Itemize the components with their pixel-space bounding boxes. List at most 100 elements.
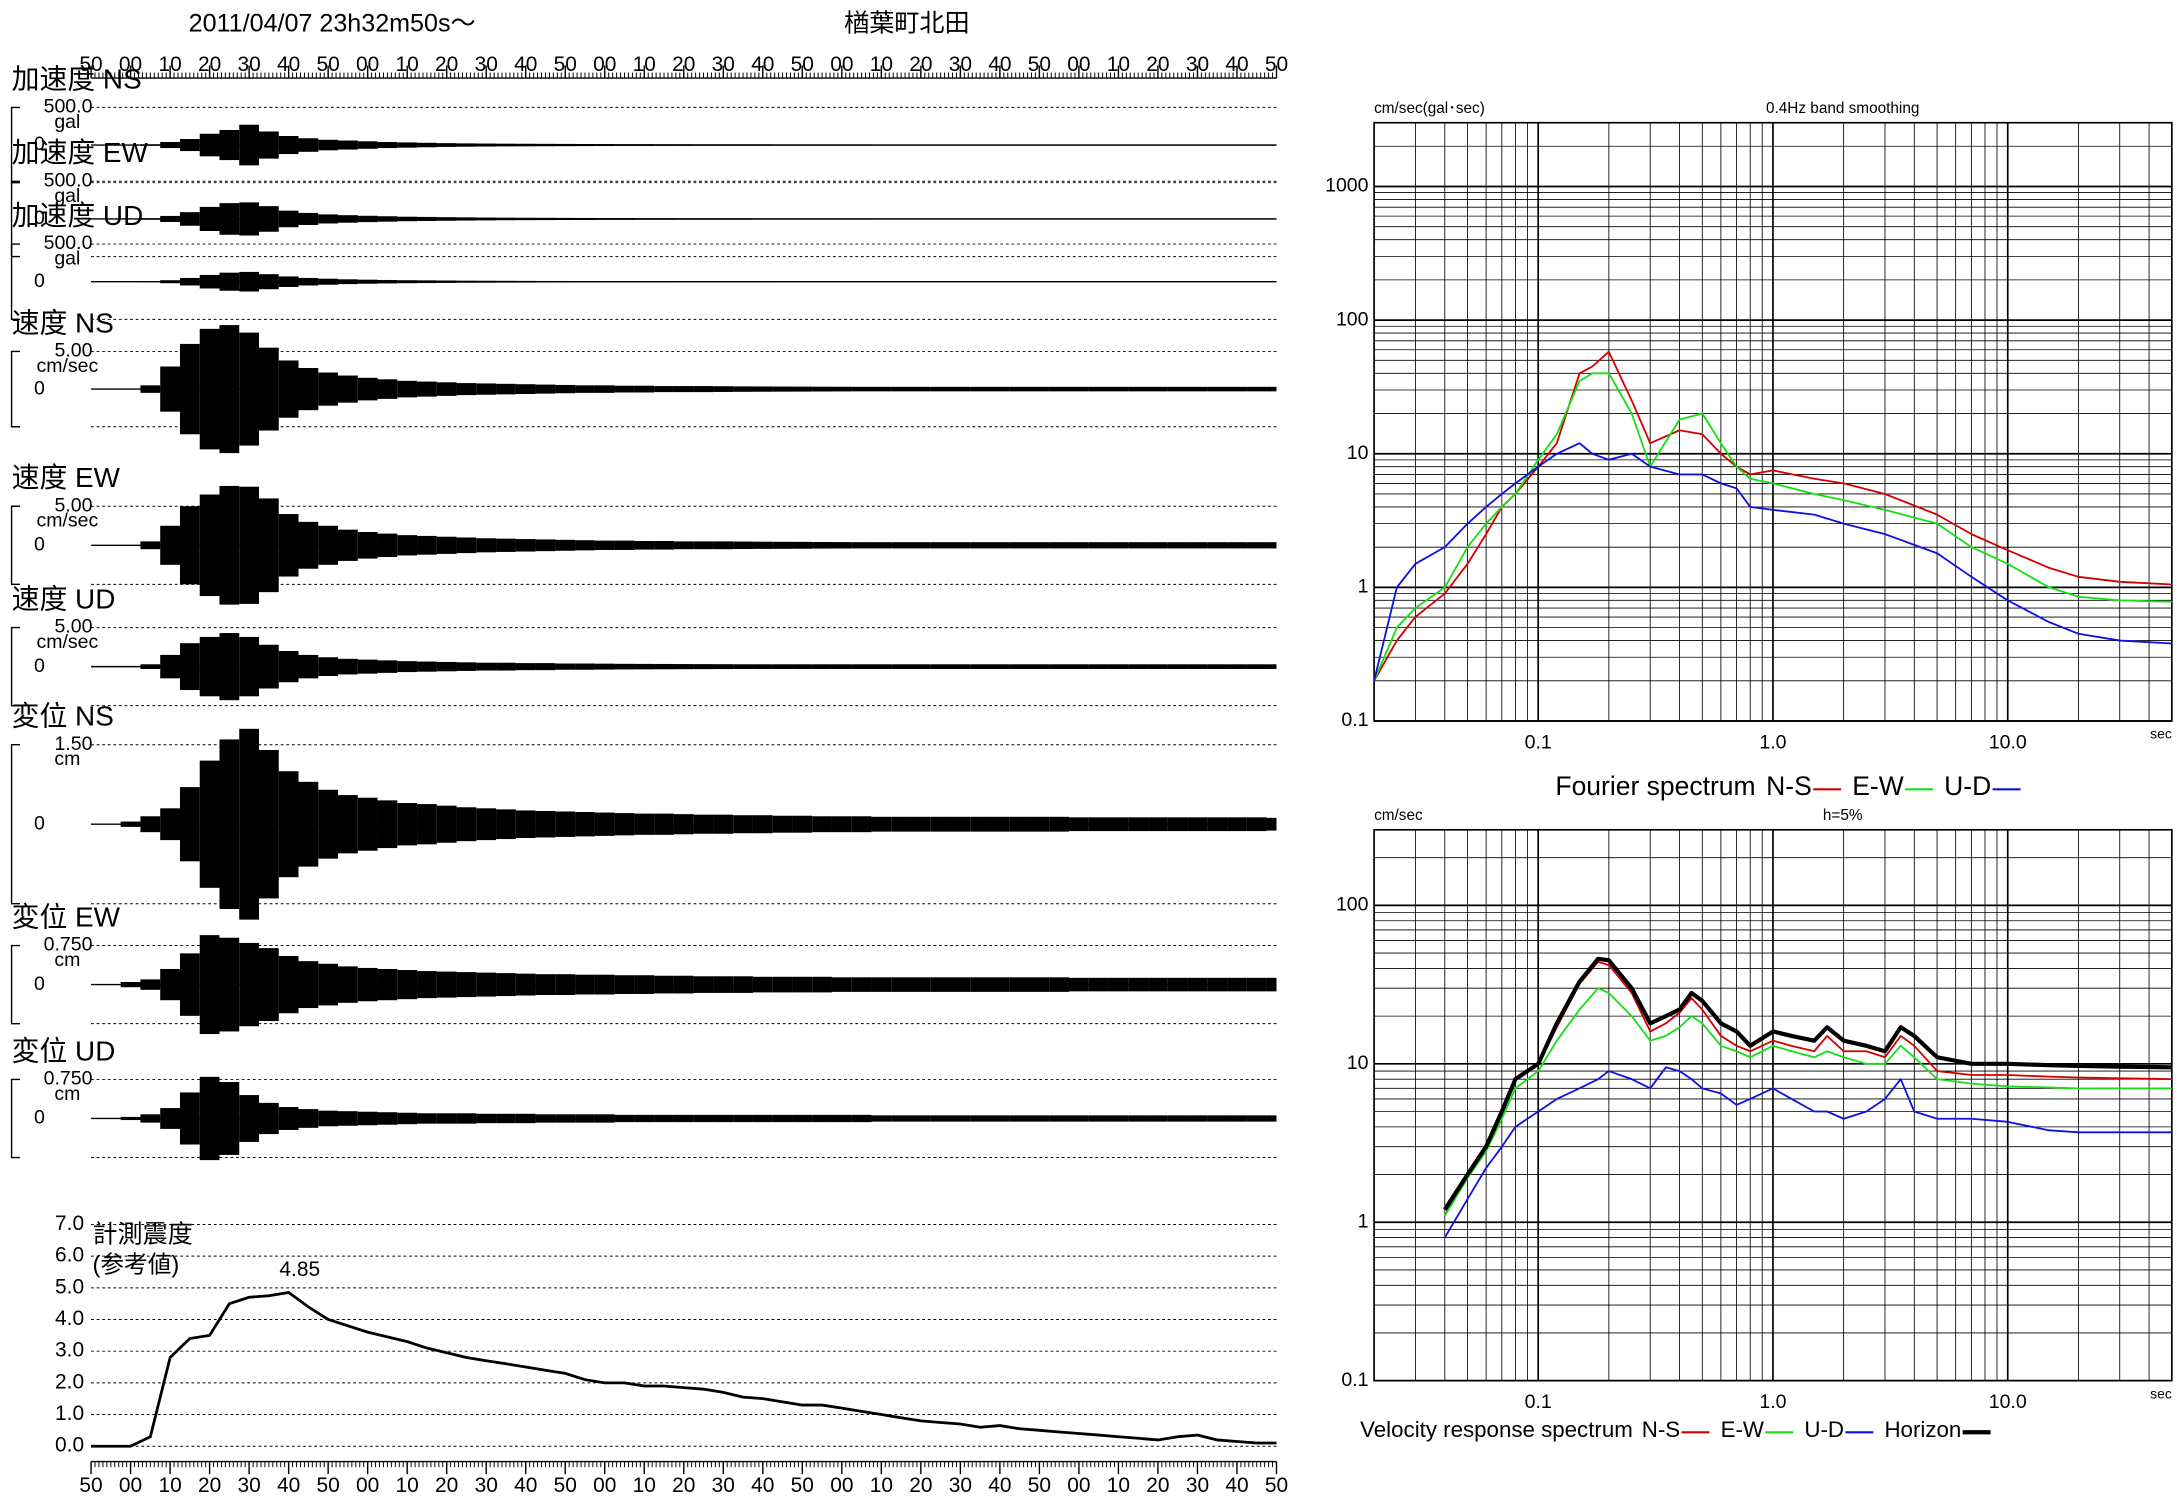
x-tick-label: 40: [1225, 1474, 1248, 1497]
amplitude: [792, 144, 813, 146]
amplitude: [199, 328, 220, 450]
amplitude: [950, 1115, 971, 1122]
amplitude: [693, 541, 714, 550]
amplitude: [535, 810, 556, 838]
amplitude: [1108, 1115, 1129, 1122]
amplitude: [397, 970, 418, 1000]
amplitude: [555, 974, 576, 996]
y-tick-label: 1.0: [55, 1402, 84, 1425]
y-tick-label: 4.0: [55, 1307, 84, 1330]
y-tick-label: 100: [1336, 894, 1369, 916]
scale-label: 500.0: [44, 96, 93, 118]
amplitude: [693, 144, 714, 146]
amplitude: [239, 1095, 259, 1142]
x-tick-label: 50: [1265, 53, 1288, 76]
amplitude: [654, 813, 674, 835]
amplitude: [910, 144, 931, 146]
amplitude: [1069, 664, 1089, 669]
x-tick-label: 20: [909, 1474, 932, 1497]
amplitude: [831, 218, 852, 220]
amplitude: [298, 138, 319, 152]
amplitude: [278, 651, 299, 683]
y-tick-label: 1: [1358, 1210, 1369, 1232]
amplitude: [654, 281, 674, 283]
amplitude: [1246, 817, 1267, 832]
amplitude: [219, 937, 240, 1032]
amplitude: [1167, 664, 1188, 669]
amplitude: [713, 386, 734, 392]
amplitude: [812, 1114, 832, 1123]
amplitude: [1029, 218, 1050, 220]
amplitude: [752, 144, 773, 146]
amplitude: [219, 272, 240, 291]
scale-label: 500.0: [44, 169, 93, 191]
spectrum-line: [1444, 1066, 2172, 1239]
amplitude: [456, 280, 477, 283]
amplitude: [436, 971, 457, 998]
amplitude: [555, 811, 576, 837]
amplitude: [871, 386, 892, 392]
zero-label: 0: [34, 812, 45, 834]
amplitude: [417, 381, 437, 397]
amplitude: [772, 218, 793, 220]
amplitude: [891, 281, 911, 283]
amplitude: [476, 280, 497, 283]
amplitude: [258, 347, 279, 431]
amplitude: [910, 1115, 931, 1122]
amplitude: [1088, 542, 1109, 549]
amplitude: [1029, 542, 1050, 549]
amplitude: [417, 280, 437, 284]
amplitude: [772, 386, 793, 392]
amplitude: [1266, 386, 1277, 392]
amplitude: [950, 218, 971, 220]
x-tick-label: 00: [593, 1474, 616, 1497]
amplitude: [338, 658, 358, 675]
amplitude: [1108, 977, 1129, 992]
amplitude: [891, 816, 911, 832]
amplitude: [792, 218, 813, 220]
amplitude: [1246, 664, 1267, 669]
unit-label: cm/sec: [36, 355, 98, 377]
amplitude: [298, 654, 319, 679]
amplitude: [555, 384, 576, 394]
amplitude: [1207, 386, 1228, 392]
amplitude: [1187, 817, 1208, 832]
amplitude: [831, 977, 852, 992]
amplitude: [456, 537, 477, 554]
amplitude: [1246, 281, 1267, 283]
amplitude: [496, 280, 516, 283]
x-tick-label: 20: [1146, 1474, 1169, 1497]
amplitude: [970, 977, 991, 992]
amplitude: [1049, 386, 1070, 392]
amplitude: [140, 281, 161, 283]
amplitude: [930, 1115, 951, 1122]
amplitude: [219, 485, 240, 605]
amplitude: [970, 144, 991, 146]
amplitude: [219, 1082, 240, 1155]
amplitude: [752, 664, 773, 669]
amplitude: [1009, 542, 1030, 549]
x-axis-label: sec: [2150, 1385, 2172, 1401]
amplitude: [1148, 542, 1168, 549]
amplitude: [318, 789, 339, 859]
amplitude: [673, 281, 694, 283]
x-tick-label: 00: [119, 1474, 142, 1497]
amplitude: [634, 1114, 655, 1123]
amplitude: [693, 1114, 714, 1123]
amplitude: [930, 542, 951, 549]
amplitude: [515, 810, 536, 838]
amplitude: [1029, 1115, 1050, 1122]
amplitude: [930, 144, 951, 146]
amplitude: [338, 279, 358, 285]
amplitude: [377, 533, 398, 558]
amplitude: [515, 217, 536, 221]
amplitude: [871, 542, 892, 549]
amplitude: [1009, 144, 1030, 146]
amplitude: [614, 218, 635, 220]
amplitude: [930, 977, 951, 992]
trace-name: 加速度 EW: [12, 137, 149, 168]
bracket: [10, 243, 20, 321]
legend-label: U-D: [1944, 771, 1991, 801]
amplitude: [1009, 664, 1030, 669]
amplitude: [594, 385, 615, 393]
